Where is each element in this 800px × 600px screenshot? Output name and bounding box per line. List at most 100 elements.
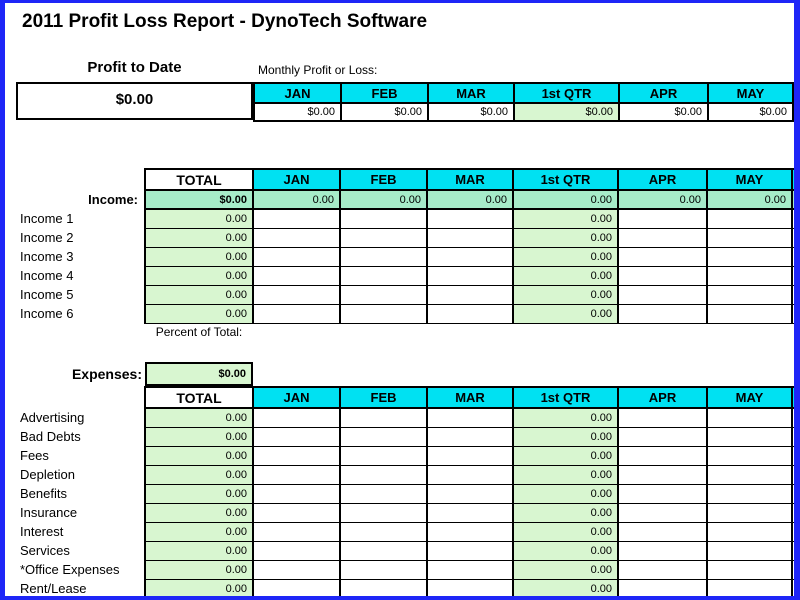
income-row-total-cell[interactable]: 0.00 — [144, 208, 254, 229]
expense-cell-mar[interactable] — [426, 559, 514, 580]
income-cell-feb[interactable] — [339, 284, 428, 305]
income-month-cell-apr[interactable]: 0.00 — [617, 189, 708, 210]
expenses-total-cell[interactable]: $0.00 — [145, 362, 253, 386]
expense-cell-apr[interactable] — [617, 483, 708, 504]
expense-cell-jan[interactable] — [252, 426, 341, 447]
income-cell-apr[interactable] — [617, 265, 708, 286]
expense-row-qtr-cell[interactable]: 0.00 — [512, 445, 619, 466]
expense-cell-mar[interactable] — [426, 407, 514, 428]
income-cell-apr[interactable] — [617, 227, 708, 248]
expense-cell-feb[interactable] — [339, 559, 428, 580]
expense-cell-mar[interactable] — [426, 483, 514, 504]
expense-cell-jan[interactable] — [252, 483, 341, 504]
income-row-qtr-cell[interactable]: 0.00 — [512, 303, 619, 324]
expense-cell-may[interactable] — [706, 445, 793, 466]
income-month-cell-feb[interactable]: 0.00 — [339, 189, 428, 210]
expense-cell-apr[interactable] — [617, 445, 708, 466]
expense-row-qtr-cell[interactable]: 0.00 — [512, 559, 619, 580]
income-cell-jan[interactable] — [252, 246, 341, 267]
income-row-total-cell[interactable]: 0.00 — [144, 246, 254, 267]
summary-cell-qtr1[interactable]: $0.00 — [513, 102, 620, 122]
summary-cell-jan[interactable]: $0.00 — [253, 102, 342, 122]
income-row-qtr-cell[interactable]: 0.00 — [512, 246, 619, 267]
expense-row-qtr-cell[interactable]: 0.00 — [512, 521, 619, 542]
expense-row-qtr-cell[interactable]: 0.00 — [512, 540, 619, 561]
expense-cell-apr[interactable] — [617, 540, 708, 561]
expense-row-total-cell[interactable]: 0.00 — [144, 502, 254, 523]
expense-cell-apr[interactable] — [617, 464, 708, 485]
income-cell-jan[interactable] — [252, 284, 341, 305]
expense-row-total-cell[interactable]: 0.00 — [144, 578, 254, 599]
expense-cell-may[interactable] — [706, 502, 793, 523]
expense-cell-jan[interactable] — [252, 502, 341, 523]
income-cell-jan[interactable] — [252, 303, 341, 324]
expense-cell-may[interactable] — [706, 559, 793, 580]
income-cell-may[interactable] — [706, 227, 793, 248]
income-cell-mar[interactable] — [426, 208, 514, 229]
expense-cell-may[interactable] — [706, 407, 793, 428]
expense-cell-feb[interactable] — [339, 407, 428, 428]
summary-cell-feb[interactable]: $0.00 — [340, 102, 429, 122]
income-month-cell-may[interactable]: 0.00 — [706, 189, 793, 210]
expense-row-qtr-cell[interactable]: 0.00 — [512, 502, 619, 523]
expense-row-total-cell[interactable]: 0.00 — [144, 407, 254, 428]
income-cell-may[interactable] — [706, 246, 793, 267]
income-cell-apr[interactable] — [617, 246, 708, 267]
expense-row-qtr-cell[interactable]: 0.00 — [512, 407, 619, 428]
expense-row-total-cell[interactable]: 0.00 — [144, 464, 254, 485]
income-cell-apr[interactable] — [617, 208, 708, 229]
income-cell-feb[interactable] — [339, 303, 428, 324]
income-cell-feb[interactable] — [339, 246, 428, 267]
expense-row-total-cell[interactable]: 0.00 — [144, 521, 254, 542]
summary-cell-apr[interactable]: $0.00 — [618, 102, 709, 122]
expense-cell-feb[interactable] — [339, 502, 428, 523]
expense-cell-feb[interactable] — [339, 445, 428, 466]
income-cell-feb[interactable] — [339, 227, 428, 248]
income-row-total-cell[interactable]: 0.00 — [144, 303, 254, 324]
expense-cell-may[interactable] — [706, 464, 793, 485]
income-cell-may[interactable] — [706, 265, 793, 286]
expense-cell-feb[interactable] — [339, 483, 428, 504]
expense-cell-jan[interactable] — [252, 445, 341, 466]
expense-row-qtr-cell[interactable]: 0.00 — [512, 578, 619, 599]
expense-cell-apr[interactable] — [617, 578, 708, 599]
expense-cell-feb[interactable] — [339, 464, 428, 485]
income-row-qtr-cell[interactable]: 0.00 — [512, 208, 619, 229]
expense-cell-jan[interactable] — [252, 578, 341, 599]
expense-cell-apr[interactable] — [617, 521, 708, 542]
income-cell-may[interactable] — [706, 208, 793, 229]
expense-cell-feb[interactable] — [339, 540, 428, 561]
income-cell-jan[interactable] — [252, 208, 341, 229]
expense-cell-apr[interactable] — [617, 559, 708, 580]
expense-cell-feb[interactable] — [339, 521, 428, 542]
income-cell-mar[interactable] — [426, 265, 514, 286]
income-cell-apr[interactable] — [617, 284, 708, 305]
income-row-qtr-cell[interactable]: 0.00 — [512, 265, 619, 286]
expense-cell-mar[interactable] — [426, 578, 514, 599]
expense-row-total-cell[interactable]: 0.00 — [144, 559, 254, 580]
expense-cell-mar[interactable] — [426, 445, 514, 466]
income-row-total-cell[interactable]: 0.00 — [144, 227, 254, 248]
expense-row-total-cell[interactable]: 0.00 — [144, 426, 254, 447]
expense-cell-mar[interactable] — [426, 521, 514, 542]
expense-cell-jan[interactable] — [252, 540, 341, 561]
income-cell-mar[interactable] — [426, 284, 514, 305]
income-total-cell[interactable]: $0.00 — [144, 189, 254, 210]
summary-cell-mar[interactable]: $0.00 — [427, 102, 515, 122]
income-month-cell-mar[interactable]: 0.00 — [426, 189, 514, 210]
income-month-cell-qtr1[interactable]: 0.00 — [512, 189, 619, 210]
expense-cell-jan[interactable] — [252, 464, 341, 485]
income-cell-apr[interactable] — [617, 303, 708, 324]
income-cell-mar[interactable] — [426, 303, 514, 324]
expense-row-total-cell[interactable]: 0.00 — [144, 445, 254, 466]
income-row-total-cell[interactable]: 0.00 — [144, 265, 254, 286]
expense-cell-apr[interactable] — [617, 407, 708, 428]
expense-row-qtr-cell[interactable]: 0.00 — [512, 426, 619, 447]
income-cell-may[interactable] — [706, 284, 793, 305]
income-cell-feb[interactable] — [339, 208, 428, 229]
expense-cell-may[interactable] — [706, 483, 793, 504]
profit-to-date-value-cell[interactable]: $0.00 — [16, 82, 253, 120]
expense-cell-feb[interactable] — [339, 578, 428, 599]
expense-cell-mar[interactable] — [426, 540, 514, 561]
income-cell-mar[interactable] — [426, 246, 514, 267]
